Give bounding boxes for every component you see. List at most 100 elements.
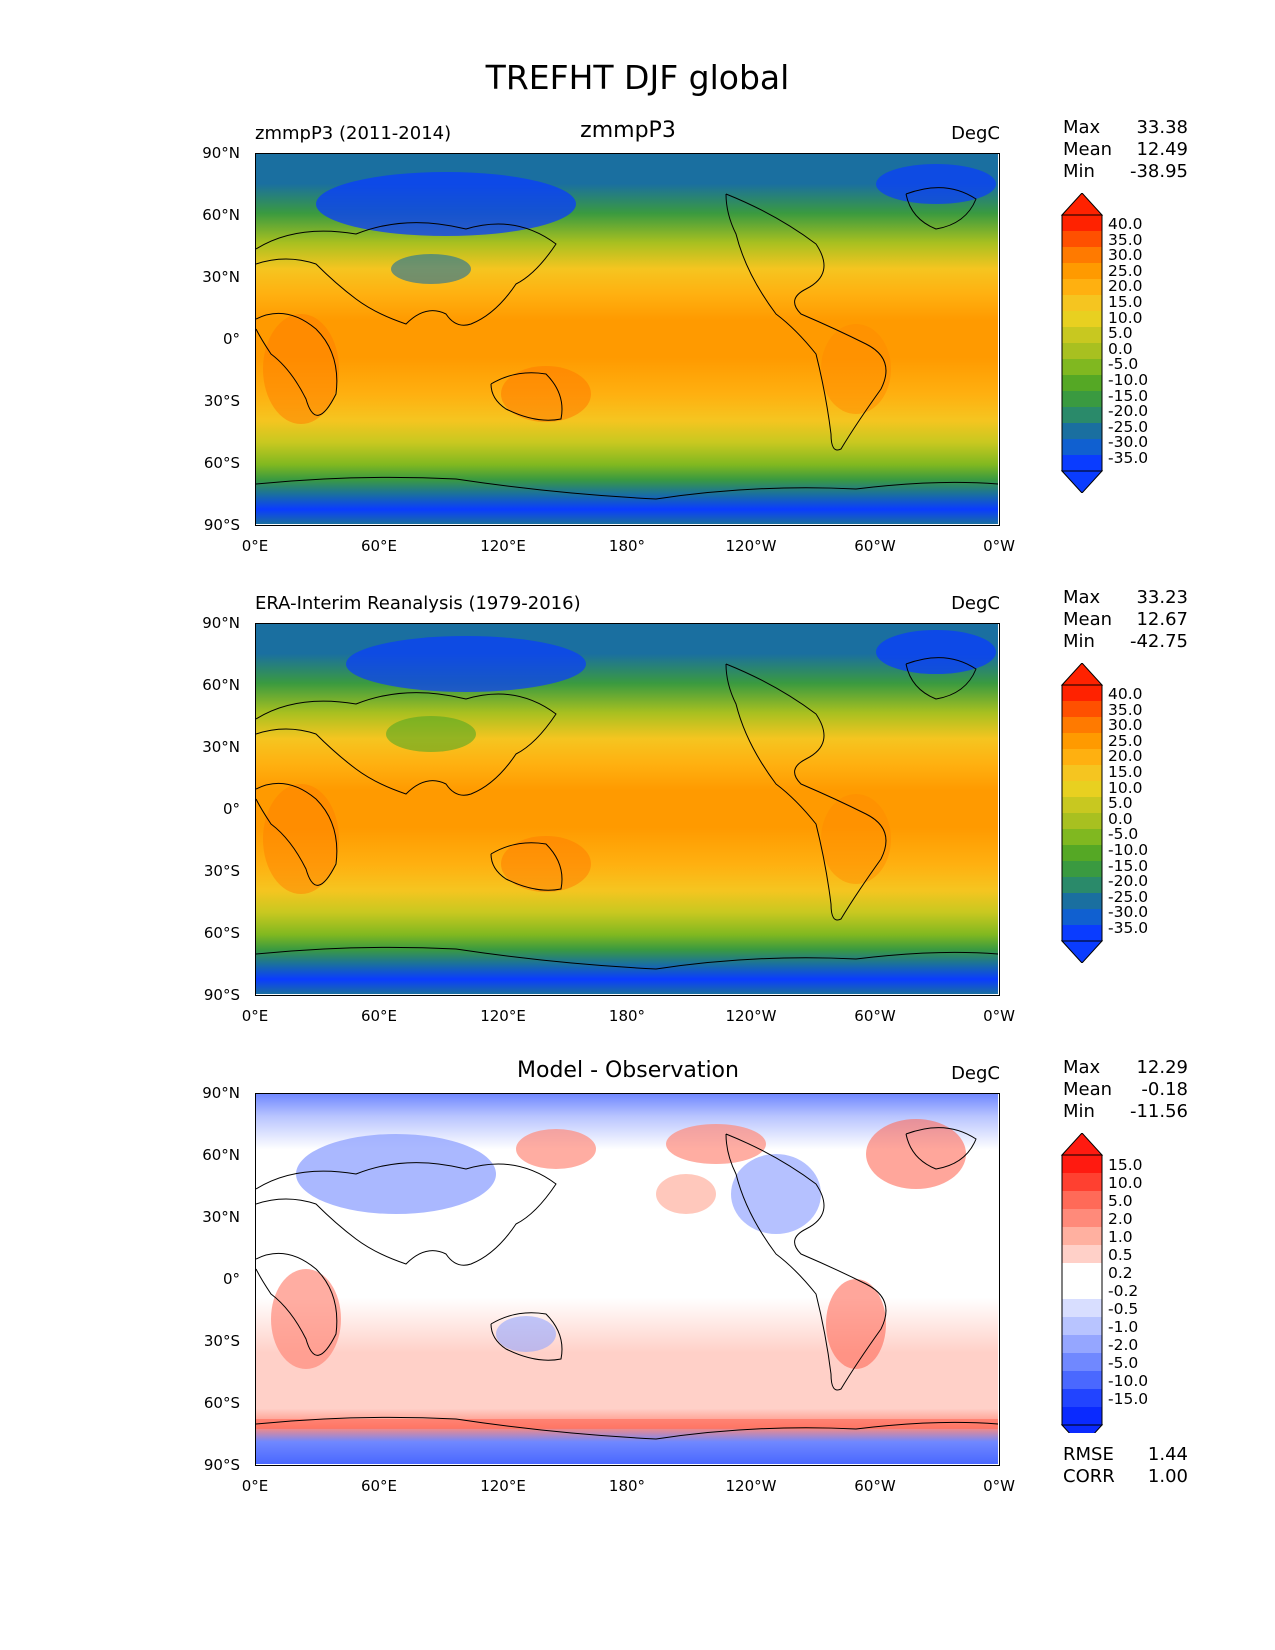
panel1-lon-180: 180° bbox=[608, 537, 646, 555]
colorbar-tick-label: 1.0 bbox=[1108, 1228, 1133, 1246]
panel2-lon-180: 180° bbox=[608, 1007, 646, 1025]
panel1-lat-30n: 30°N bbox=[202, 268, 240, 286]
colorbar-swatch bbox=[1062, 439, 1102, 455]
colorbar-swatch bbox=[1062, 1389, 1102, 1407]
panel1-lon-0w: 0°W bbox=[983, 537, 1015, 555]
panel3-lat-0: 0° bbox=[222, 1270, 240, 1288]
colorbar-swatch bbox=[1062, 685, 1102, 701]
colorbar-extend-bottom bbox=[1060, 940, 1104, 964]
colorbar-swatch bbox=[1062, 1227, 1102, 1245]
colorbar-swatch bbox=[1062, 423, 1102, 439]
panel3-colorbar-labels: 15.0 10.0 5.0 2.0 1.0 0.5 0.2 -0.2 -0.5 -1.0 -2.0-… bbox=[1108, 1156, 1148, 1408]
colorbar-tick-label: -15.0 bbox=[1108, 856, 1149, 875]
colorbar-tick-label: 20.0 bbox=[1108, 277, 1143, 296]
panel3-extra-stats: RMSE 1.44 CORR 1.00 bbox=[1063, 1444, 1188, 1488]
panel1-center-title: zmmpP3 bbox=[580, 118, 676, 143]
panel3-lon-120w: 120°W bbox=[725, 1477, 777, 1495]
colorbar-swatch bbox=[1062, 749, 1102, 765]
colorbar-tick-label: 40.0 bbox=[1108, 685, 1143, 703]
figure-title: TREFHT DJF global bbox=[485, 58, 790, 97]
colorbar-extend-top bbox=[1060, 1132, 1104, 1156]
colorbar-swatch bbox=[1062, 279, 1102, 295]
colorbar-tick-label: 10.0 bbox=[1108, 1174, 1143, 1192]
colorbar-tick-label: 10.0 bbox=[1108, 308, 1143, 327]
colorbar-tick-label: 25.0 bbox=[1108, 261, 1143, 280]
stat-mean-value: 12.67 bbox=[1136, 609, 1188, 630]
panel2-units: DegC bbox=[951, 593, 1000, 614]
colorbar-swatch bbox=[1062, 813, 1102, 829]
colorbar-tick-label: 15.0 bbox=[1108, 762, 1143, 781]
colorbar-swatch bbox=[1062, 733, 1102, 749]
colorbar-tick-label: -30.0 bbox=[1108, 903, 1149, 922]
panel1-lat-60s: 60°S bbox=[203, 454, 240, 472]
corr-value: 1.00 bbox=[1147, 1466, 1188, 1487]
colorbar-frame bbox=[1061, 684, 1103, 942]
colorbar-tick-label: -35.0 bbox=[1108, 918, 1149, 937]
stat-min-value: -42.75 bbox=[1129, 631, 1188, 652]
colorbar-swatch bbox=[1062, 781, 1102, 797]
panel1-lon-60e: 60°E bbox=[360, 537, 398, 555]
panel2-lat-60n: 60°N bbox=[202, 676, 240, 694]
colorbar-tick-label: -10.0 bbox=[1108, 1372, 1149, 1390]
panel3-lat-90s: 90°S bbox=[203, 1456, 240, 1474]
panel2-colorbar bbox=[1060, 662, 1105, 967]
panel1-lon-60w: 60°W bbox=[854, 537, 896, 555]
stat-mean-label: Mean bbox=[1063, 1079, 1113, 1100]
colorbar-tick-label: 35.0 bbox=[1108, 700, 1143, 719]
panel3-lat-60n: 60°N bbox=[202, 1146, 240, 1164]
colorbar-swatch bbox=[1062, 861, 1102, 877]
panel2-left-title: ERA-Interim Reanalysis (1979-2016) bbox=[255, 593, 581, 614]
colorbar-swatch bbox=[1062, 343, 1102, 359]
colorbar-tick-label: -20.0 bbox=[1108, 402, 1149, 421]
colorbar-swatch bbox=[1062, 1335, 1102, 1353]
panel2-lat-60s: 60°S bbox=[203, 924, 240, 942]
colorbar-frame bbox=[1061, 214, 1103, 472]
colorbar-tick-label: 20.0 bbox=[1108, 747, 1143, 766]
colorbar-swatch bbox=[1062, 925, 1102, 941]
colorbar-extend-bottom bbox=[1060, 1424, 1104, 1448]
panel1-map bbox=[255, 153, 1000, 526]
colorbar-extend-top bbox=[1060, 192, 1104, 216]
panel3-center-title: Model - Observation bbox=[517, 1058, 739, 1083]
panel3-lon-0w: 0°W bbox=[983, 1477, 1015, 1495]
colorbar-swatch bbox=[1062, 701, 1102, 717]
panel2-lat-0: 0° bbox=[222, 800, 240, 818]
colorbar-tick-label: -5.0 bbox=[1108, 825, 1139, 844]
colorbar-tick-label: -15.0 bbox=[1108, 1390, 1149, 1408]
colorbar-tick-label: 25.0 bbox=[1108, 731, 1143, 750]
colorbar-swatch bbox=[1062, 391, 1102, 407]
colorbar-swatch bbox=[1062, 1371, 1102, 1389]
panel3-lon-180: 180° bbox=[608, 1477, 646, 1495]
colorbar-swatch bbox=[1062, 231, 1102, 247]
panel3-colorbar bbox=[1060, 1132, 1105, 1448]
panel1-lat-30s: 30°S bbox=[203, 392, 240, 410]
colorbar-swatch bbox=[1062, 1155, 1102, 1173]
colorbar-tick-label: 35.0 bbox=[1108, 230, 1143, 249]
colorbar-frame bbox=[1061, 1154, 1103, 1426]
rmse-label: RMSE bbox=[1063, 1444, 1114, 1465]
panel3-stats: Max 12.29 Mean -0.18 Min -11.56 bbox=[1063, 1057, 1188, 1123]
colorbar-swatch bbox=[1062, 311, 1102, 327]
colorbar-tick-label: 0.0 bbox=[1108, 339, 1133, 358]
stat-min-value: -11.56 bbox=[1129, 1101, 1188, 1122]
panel2-lat-30n: 30°N bbox=[202, 738, 240, 756]
colorbar-swatch bbox=[1062, 1407, 1102, 1425]
colorbar-tick-label: 5.0 bbox=[1108, 1192, 1133, 1210]
colorbar-swatch bbox=[1062, 295, 1102, 311]
panel3-units: DegC bbox=[951, 1063, 1000, 1084]
colorbar-swatch bbox=[1062, 845, 1102, 861]
stat-mean-value: -0.18 bbox=[1141, 1079, 1188, 1100]
stat-max-value: 33.23 bbox=[1136, 587, 1188, 608]
stat-mean-label: Mean bbox=[1063, 609, 1113, 630]
panel1-lat-90s: 90°S bbox=[203, 516, 240, 534]
colorbar-tick-label: -25.0 bbox=[1108, 887, 1149, 906]
panel1-lon-0e: 0°E bbox=[241, 537, 269, 555]
colorbar-swatch bbox=[1062, 1209, 1102, 1227]
panel1-colorbar bbox=[1060, 192, 1105, 497]
colorbar-tick-label: -5.0 bbox=[1108, 355, 1139, 374]
colorbar-swatch bbox=[1062, 247, 1102, 263]
colorbar-extend-bottom bbox=[1060, 470, 1104, 494]
colorbar-swatch bbox=[1062, 1191, 1102, 1209]
panel1-lon-120e: 120°E bbox=[480, 537, 526, 555]
stat-min-label: Min bbox=[1063, 1101, 1095, 1122]
